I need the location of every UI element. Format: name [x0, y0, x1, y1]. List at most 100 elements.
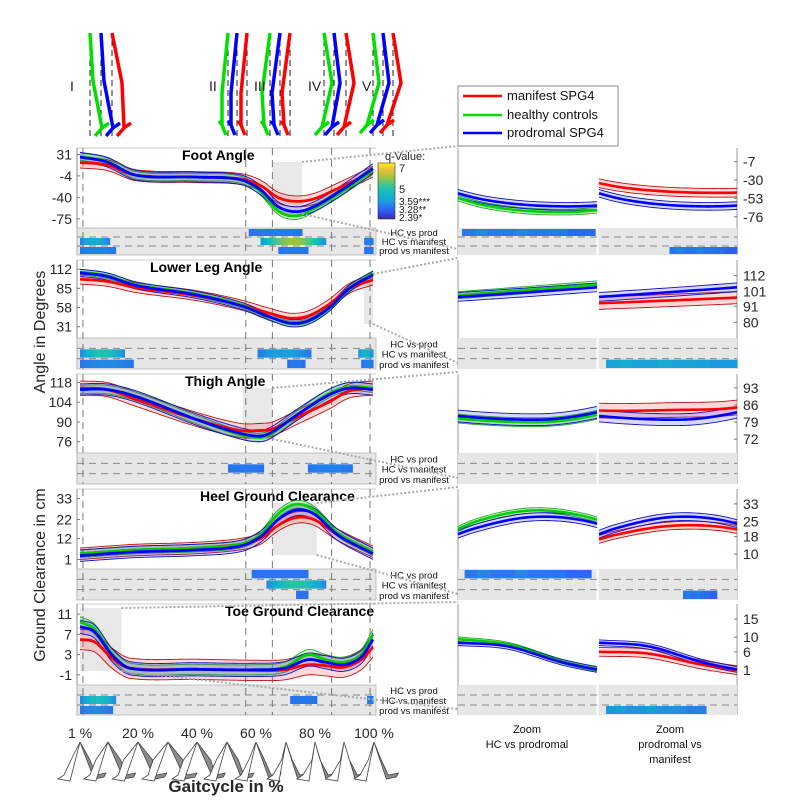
comparison-label: prod vs manifest [379, 591, 449, 602]
significance-cell [121, 359, 125, 368]
significance-cell [287, 359, 291, 368]
zoom-significance-cell [695, 706, 707, 714]
significance-cell [266, 580, 271, 589]
zoom-mean-line [598, 181, 738, 195]
significance-cell [103, 247, 108, 254]
significance-cell [296, 580, 300, 589]
significance-cell [275, 570, 279, 579]
zoom-sd-edge [457, 194, 598, 210]
significance-cell [80, 238, 84, 245]
contralateral-leg [82, 741, 109, 782]
stick-foot-prodromal [104, 121, 122, 138]
zoom-sd-edge [598, 291, 738, 302]
comparison-label: HC vs prod [390, 454, 438, 465]
leg-illustration [353, 741, 400, 782]
zoom-significance-cell [699, 590, 704, 599]
significance-cell [263, 570, 268, 579]
significance-cell [269, 570, 273, 579]
zoom-connector [121, 670, 459, 710]
y-tick-label: 76 [56, 434, 72, 450]
sd-band-manifest [80, 157, 373, 207]
zoom-mean-line [457, 283, 598, 297]
gait-leg-illustrations [56, 741, 400, 782]
significance-cell [124, 359, 128, 368]
significance-cell [245, 464, 250, 473]
zoom-significance-cell [606, 706, 617, 714]
significance-cell [91, 359, 96, 368]
zoom-significance-cell [696, 247, 704, 254]
zoom-y-tick-label: 80 [743, 314, 759, 330]
significance-cell [257, 570, 262, 579]
significance-cell [284, 238, 288, 245]
comparison-label: prod vs manifest [379, 246, 449, 257]
sd-band-lower-manifest [79, 522, 374, 560]
significance-cell [88, 696, 93, 704]
zoom-mean-line [598, 641, 738, 671]
zoom-significance-cell [713, 590, 718, 599]
significance-cell [257, 464, 262, 473]
y-tick-label: -4 [60, 168, 73, 184]
significance-cell [272, 570, 276, 579]
zoom-significance-cell [578, 570, 592, 579]
significance-cell [260, 349, 265, 358]
significance-cell [85, 359, 90, 368]
significance-cell [370, 349, 374, 358]
zoom-significance-cell [665, 706, 677, 714]
significance-cell [301, 349, 306, 358]
x-tick-label: 100 % [354, 725, 394, 741]
sd-band-healthy [80, 616, 373, 676]
significance-cell [82, 349, 87, 358]
zoom-y-tick-label: -7 [743, 154, 756, 170]
sd-band-manifest [80, 511, 373, 560]
significance-cell [316, 580, 321, 589]
panel-title: Thigh Angle [185, 373, 266, 389]
zoom-significance-cell [646, 706, 657, 714]
significance-cell [251, 464, 256, 473]
legend: manifest SPG4 healthy controls prodromal… [457, 85, 619, 147]
zoom-y-tick-label: -30 [743, 172, 763, 188]
phase-label-5: V [362, 78, 372, 94]
zoom-mean-line [457, 286, 598, 299]
zoom-caption-right-1: Zoom [656, 724, 684, 736]
zoom-significance-cell [669, 247, 677, 254]
zoom-y-tick-label: 93 [743, 380, 759, 396]
significance-cell [260, 238, 265, 245]
zoom-sd-band [458, 189, 597, 211]
comparison-label: HC vs prod [390, 686, 438, 697]
significance-cell [80, 696, 84, 704]
significance-cell [109, 349, 114, 358]
significance-cell [248, 464, 253, 473]
significance-cell [85, 238, 90, 245]
comparison-label: HC vs manifest [382, 581, 447, 592]
contralateral-leg [353, 741, 375, 782]
significance-cell [109, 247, 114, 254]
zoom-sd-edge [457, 282, 598, 294]
significance-cell [82, 696, 87, 704]
significance-cell [269, 349, 273, 358]
zoom-sd-band [599, 512, 737, 539]
stick-shank-healthy [88, 32, 104, 129]
zoom-connector [372, 257, 459, 275]
zoom-significance-cell [656, 706, 667, 714]
y-tick-label: 118 [50, 374, 73, 390]
stick-figure-group-4 [313, 32, 356, 140]
significance-cell [290, 696, 294, 704]
y-tick-label: 112 [50, 261, 73, 277]
significance-cell [290, 229, 294, 236]
significance-cell [307, 349, 312, 358]
zoom-significance-cell [636, 706, 647, 714]
significance-cell [100, 349, 105, 358]
zoom-mean-line [457, 192, 598, 208]
significance-cell [301, 696, 306, 704]
stick-foot-prodromal [226, 119, 237, 136]
comparison-label: prod vs manifest [379, 706, 449, 717]
significance-cell [287, 238, 291, 245]
zoom-mean-line [457, 413, 598, 424]
significance-cell [94, 706, 99, 714]
significance-cell [281, 247, 285, 254]
significance-cell [290, 349, 294, 358]
zoom-significance-cell [716, 247, 725, 254]
y-tick-label: 1 [64, 551, 72, 567]
zoom-significance-cell [515, 570, 529, 579]
comparison-label: HC vs manifest [382, 350, 447, 361]
